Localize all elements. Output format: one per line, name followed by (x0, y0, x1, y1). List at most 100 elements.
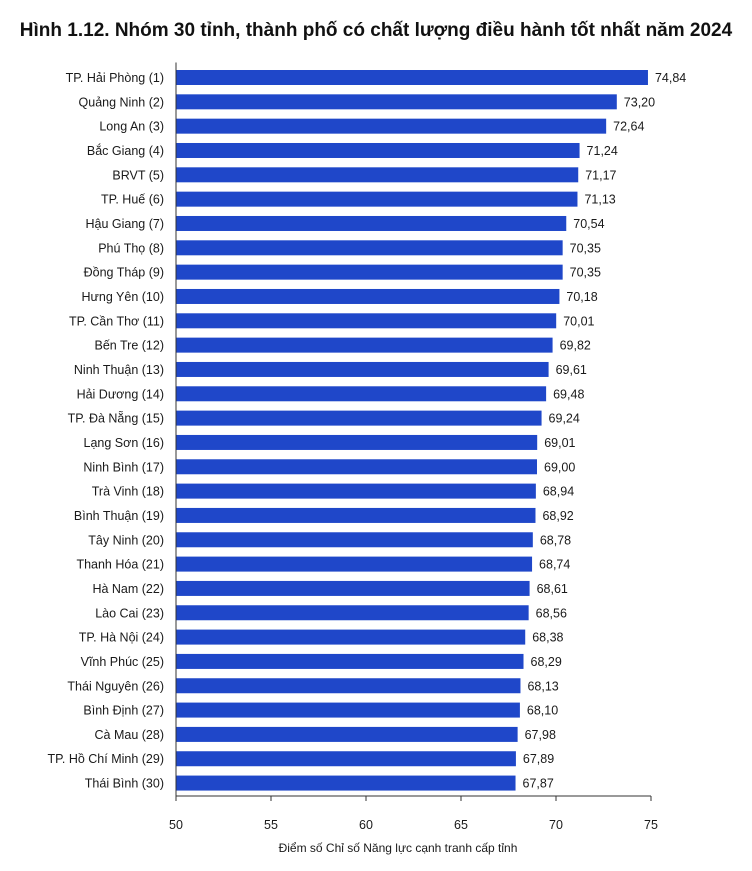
bar (176, 629, 526, 645)
category-label: TP. Hồ Chí Minh (29) (48, 752, 164, 766)
bars-layer: TP. Hải Phòng (1) 74,84 Quảng Ninh (2) 73,2… (48, 70, 686, 791)
bar (176, 167, 579, 183)
category-label: Phú Thọ (8) (98, 241, 164, 255)
data-label: 69,01 (544, 436, 575, 450)
category-label: Quảng Ninh (2) (79, 95, 164, 109)
data-label: 70,01 (563, 314, 594, 328)
bar (176, 653, 524, 669)
data-label: 71,13 (584, 193, 615, 207)
x-tick-label: 55 (264, 818, 278, 832)
x-axis: 50 55 60 65 70 75 (169, 62, 658, 832)
x-tick-label: 50 (169, 818, 183, 832)
data-label: 70,18 (566, 290, 597, 304)
category-label: Bắc Giang (4) (87, 143, 164, 158)
data-label: 70,35 (570, 241, 601, 255)
category-label: Hưng Yên (10) (82, 290, 165, 304)
bar (176, 240, 563, 256)
bar (176, 288, 560, 304)
x-axis-title: Điểm số Chỉ số Năng lực cạnh tranh cấp t… (279, 841, 518, 855)
bar (176, 191, 578, 207)
bar (176, 361, 549, 377)
data-label: 68,29 (531, 655, 562, 669)
bar (176, 483, 536, 499)
data-label: 68,38 (532, 631, 563, 645)
category-label: TP. Đà Nẵng (15) (68, 411, 164, 426)
data-label: 69,24 (549, 412, 580, 426)
bar (176, 313, 557, 329)
category-label: Thanh Hóa (21) (76, 558, 164, 572)
category-label: Hải Dương (14) (77, 387, 164, 401)
bar (176, 337, 553, 353)
bar (176, 580, 530, 596)
category-label: Thái Nguyên (26) (67, 679, 164, 693)
category-label: Bến Tre (12) (95, 339, 164, 353)
bar (176, 702, 520, 718)
data-label: 73,20 (624, 95, 655, 109)
data-label: 71,17 (585, 168, 616, 182)
data-label: 68,10 (527, 704, 558, 718)
category-label: BRVT (5) (112, 168, 164, 182)
category-label: Ninh Bình (17) (83, 460, 164, 474)
bar (176, 410, 542, 426)
bar (176, 142, 580, 158)
x-tick-label: 75 (644, 818, 658, 832)
data-label: 67,89 (523, 752, 554, 766)
data-label: 69,00 (544, 460, 575, 474)
category-label: Long An (3) (99, 120, 164, 134)
data-label: 67,98 (525, 728, 556, 742)
category-label: Thái Bình (30) (85, 777, 164, 791)
category-label: TP. Huế (6) (101, 193, 164, 207)
bar (176, 532, 533, 548)
data-label: 69,82 (560, 339, 591, 353)
bar (176, 556, 533, 572)
data-label: 69,61 (556, 363, 587, 377)
data-label: 68,13 (527, 679, 558, 693)
bar (176, 264, 563, 280)
category-label: TP. Hà Nội (24) (79, 631, 164, 645)
bar (176, 434, 538, 450)
data-label: 68,92 (542, 509, 573, 523)
bar (176, 118, 607, 134)
category-label: Vĩnh Phúc (25) (81, 655, 164, 669)
bar (176, 507, 536, 523)
bar (176, 775, 516, 791)
category-label: Ninh Thuận (13) (74, 363, 164, 377)
data-label: 70,54 (573, 217, 604, 231)
data-label: 68,61 (537, 582, 568, 596)
bar (176, 94, 617, 110)
data-label: 74,84 (655, 71, 686, 85)
chart-title: Hình 1.12. Nhóm 30 tỉnh, thành phố có ch… (19, 20, 733, 41)
bar (176, 386, 547, 402)
data-label: 68,78 (540, 533, 571, 547)
data-label: 68,94 (543, 485, 574, 499)
bar (176, 215, 567, 231)
data-label: 68,56 (536, 606, 567, 620)
data-label: 70,35 (570, 266, 601, 280)
category-label: Trà Vinh (18) (92, 485, 164, 499)
category-label: TP. Hải Phòng (1) (66, 71, 164, 85)
bar (176, 459, 537, 475)
category-label: Hậu Giang (7) (85, 217, 164, 231)
category-label: Lạng Sơn (16) (84, 436, 164, 450)
category-label: Cà Mau (28) (95, 728, 164, 742)
data-label: 67,87 (523, 777, 554, 791)
x-tick-label: 70 (549, 818, 563, 832)
bar (176, 605, 529, 621)
category-label: Hà Nam (22) (92, 582, 164, 596)
data-label: 72,64 (613, 120, 644, 134)
data-label: 71,24 (587, 144, 618, 158)
data-label: 69,48 (553, 387, 584, 401)
category-label: Tây Ninh (20) (88, 533, 164, 547)
bar (176, 70, 648, 85)
x-tick-label: 60 (359, 818, 373, 832)
category-label: Bình Thuận (19) (74, 509, 164, 523)
x-tick-label: 65 (454, 818, 468, 832)
category-label: Bình Định (27) (83, 704, 164, 718)
category-label: Lào Cai (23) (95, 606, 164, 620)
bar (176, 751, 516, 767)
bar (176, 726, 518, 742)
category-label: Đồng Tháp (9) (84, 266, 164, 280)
data-label: 68,74 (539, 558, 570, 572)
bar (176, 678, 521, 694)
